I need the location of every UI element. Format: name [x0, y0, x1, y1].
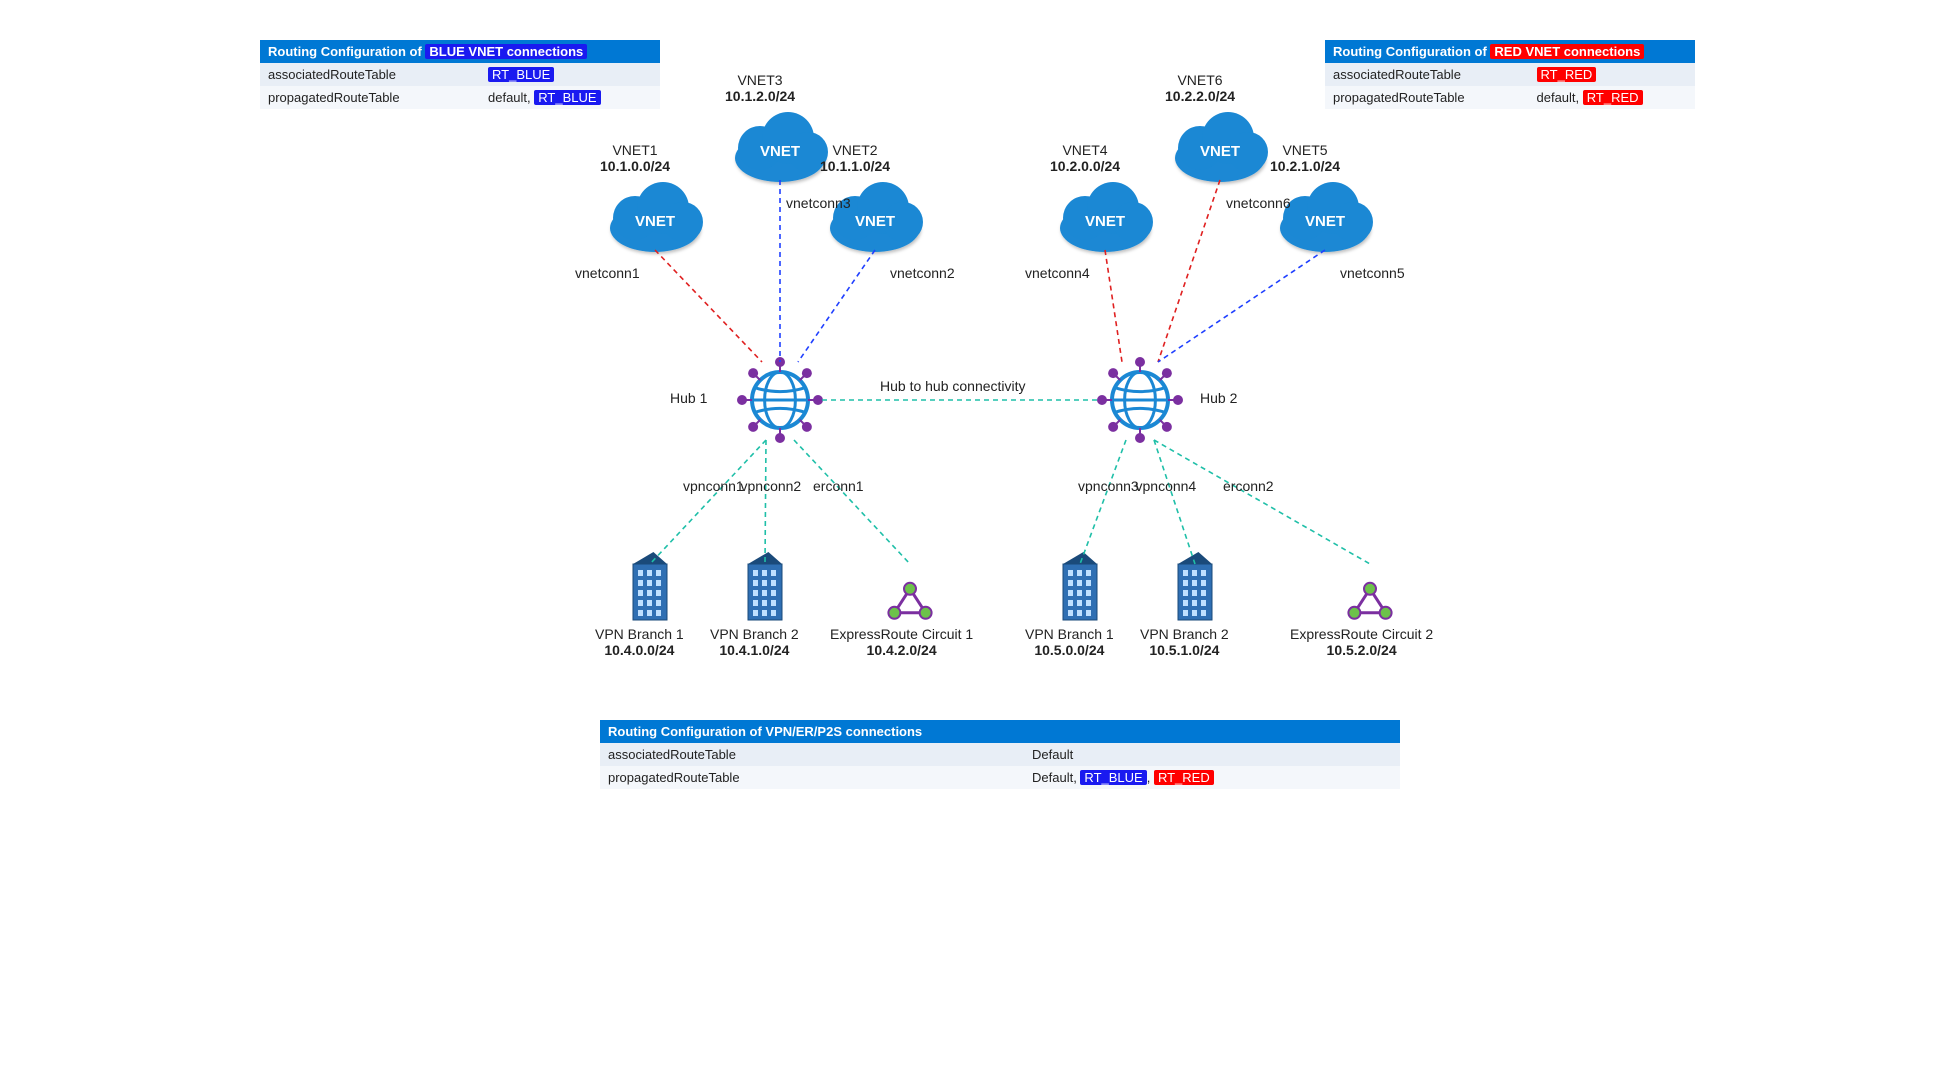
building-icon: [633, 552, 667, 620]
branch-label: VPN Branch 110.5.0.0/24: [1025, 626, 1114, 658]
table-red-title: Routing Configuration of RED VNET connec…: [1325, 40, 1695, 63]
route-table-chip: RT_RED: [1154, 770, 1214, 785]
route-table-chip: RT_RED: [1537, 67, 1597, 82]
table-bottom-config: Routing Configuration of VPN/ER/P2S conn…: [600, 720, 1400, 789]
vnet-label: VNET210.1.1.0/24: [820, 142, 890, 174]
connection-line: [798, 250, 875, 362]
diagram-canvas: VNET VNET VNET VNET VNET VNET Routing Configu…: [250, 0, 1708, 820]
hub-label: Hub 2: [1200, 390, 1237, 406]
connection-line: [655, 250, 762, 362]
table-key: propagatedRouteTable: [1325, 86, 1529, 109]
connection-line: [794, 440, 910, 564]
branch-conn-label: erconn2: [1223, 478, 1274, 494]
building-icon: [748, 552, 782, 620]
route-table-chip: RT_BLUE: [534, 90, 600, 105]
route-table-chip: RT_BLUE: [488, 67, 554, 82]
table-bottom-title: Routing Configuration of VPN/ER/P2S conn…: [600, 720, 1400, 743]
vnet-conn-label: vnetconn1: [575, 265, 640, 281]
connection-line: [1154, 440, 1195, 564]
branch-conn-label: vpnconn4: [1136, 478, 1197, 494]
connection-line: [765, 440, 766, 564]
branch-conn-label: vpnconn2: [741, 478, 802, 494]
branch-label: ExpressRoute Circuit 210.5.2.0/24: [1290, 626, 1433, 658]
hub-icon: [737, 357, 823, 443]
expressroute-icon: [1348, 583, 1391, 619]
route-table-chip: RT_BLUE: [1080, 770, 1146, 785]
cloud-icon: VNET: [1060, 182, 1153, 252]
branch-label: VPN Branch 210.5.1.0/24: [1140, 626, 1229, 658]
branch-label: VPN Branch 210.4.1.0/24: [710, 626, 799, 658]
branch-conn-label: vpnconn1: [683, 478, 744, 494]
table-key: associatedRouteTable: [600, 743, 1024, 766]
hub-label: Hub 1: [670, 390, 707, 406]
svg-text:VNET: VNET: [635, 213, 675, 230]
table-value: RT_BLUE: [480, 63, 660, 86]
svg-text:VNET: VNET: [855, 213, 895, 230]
vnet-conn-label: vnetconn3: [786, 195, 851, 211]
vnet-label: VNET110.1.0.0/24: [600, 142, 670, 174]
svg-text:VNET: VNET: [1200, 143, 1240, 160]
svg-text:VNET: VNET: [1305, 213, 1345, 230]
table-key: associatedRouteTable: [1325, 63, 1529, 86]
table-key: propagatedRouteTable: [260, 86, 480, 109]
vnet-label: VNET610.2.2.0/24: [1165, 72, 1235, 104]
cloud-icon: VNET: [735, 112, 828, 182]
table-key: associatedRouteTable: [260, 63, 480, 86]
connection-line: [650, 440, 766, 564]
branch-conn-label: erconn1: [813, 478, 864, 494]
svg-layer: VNET VNET VNET VNET VNET VNET: [250, 0, 1708, 820]
table-key: propagatedRouteTable: [600, 766, 1024, 789]
branch-label: ExpressRoute Circuit 110.4.2.0/24: [830, 626, 973, 658]
vnet-label: VNET410.2.0.0/24: [1050, 142, 1120, 174]
branch-conn-label: vpnconn3: [1078, 478, 1139, 494]
table-blue-config: Routing Configuration of BLUE VNET conne…: [260, 40, 660, 109]
svg-text:VNET: VNET: [1085, 213, 1125, 230]
table-value: Default: [1024, 743, 1400, 766]
vnet-conn-label: vnetconn4: [1025, 265, 1090, 281]
connection-line: [1080, 440, 1126, 564]
vnet-label: VNET510.2.1.0/24: [1270, 142, 1340, 174]
svg-text:VNET: VNET: [760, 143, 800, 160]
cloud-icon: VNET: [830, 182, 923, 252]
table-value: default, RT_BLUE: [480, 86, 660, 109]
table-red-config: Routing Configuration of RED VNET connec…: [1325, 40, 1695, 109]
hub-link-label: Hub to hub connectivity: [880, 378, 1026, 394]
table-value: Default, RT_BLUE, RT_RED: [1024, 766, 1400, 789]
route-table-chip: RT_RED: [1583, 90, 1643, 105]
vnet-conn-label: vnetconn2: [890, 265, 955, 281]
connection-line: [1158, 250, 1325, 362]
vnet-conn-label: vnetconn6: [1226, 195, 1291, 211]
cloud-icon: VNET: [1175, 112, 1268, 182]
table-value: default, RT_RED: [1529, 86, 1696, 109]
branch-label: VPN Branch 110.4.0.0/24: [595, 626, 684, 658]
vnet-conn-label: vnetconn5: [1340, 265, 1405, 281]
cloud-icon: VNET: [1280, 182, 1373, 252]
connection-line: [1154, 440, 1370, 564]
vnet-label: VNET310.1.2.0/24: [725, 72, 795, 104]
table-blue-title: Routing Configuration of BLUE VNET conne…: [260, 40, 660, 63]
table-value: RT_RED: [1529, 63, 1696, 86]
connection-line: [1158, 180, 1220, 362]
cloud-icon: VNET: [610, 182, 703, 252]
expressroute-icon: [888, 583, 931, 619]
connection-line: [1105, 250, 1122, 362]
hub-icon: [1097, 357, 1183, 443]
